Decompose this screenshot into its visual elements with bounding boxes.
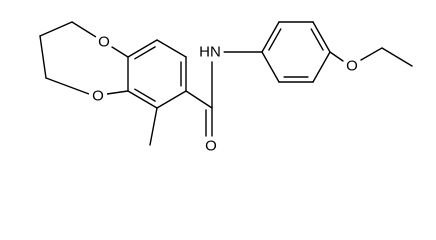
- atom-labels: O O HN O O: [88, 30, 362, 159]
- bond: [261, 51, 280, 83]
- bond: [185, 90, 213, 109]
- bond: [312, 51, 331, 83]
- atom-label: O: [98, 34, 110, 51]
- bond: [39, 35, 47, 79]
- bond: [134, 46, 156, 60]
- bond: [261, 21, 280, 53]
- bond: [39, 21, 73, 37]
- bond: [111, 46, 129, 58]
- bond: [156, 39, 187, 58]
- bond: [127, 39, 158, 58]
- bond: [71, 21, 97, 38]
- bond: [156, 90, 187, 109]
- bond: [310, 28, 324, 51]
- bonds: [39, 21, 413, 146]
- atom-label: O: [346, 58, 358, 75]
- atom-label: HN: [199, 44, 221, 61]
- molecule-diagram: O O HN O O: [39, 21, 413, 159]
- bond: [360, 47, 383, 61]
- atom-label: O: [92, 88, 104, 105]
- bond: [106, 90, 129, 95]
- bond: [268, 28, 282, 51]
- bond: [127, 90, 158, 109]
- bond: [329, 51, 344, 62]
- bond: [381, 47, 413, 67]
- bond: [134, 88, 156, 102]
- bond: [312, 21, 331, 53]
- atom-label: O: [205, 138, 217, 155]
- bond: [45, 77, 90, 95]
- bond: [149, 107, 158, 146]
